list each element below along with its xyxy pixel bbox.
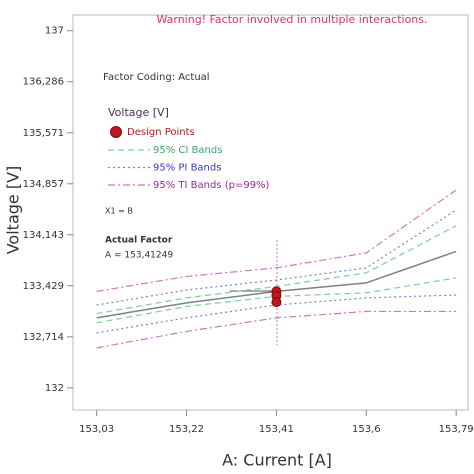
y-tick-label: 137 [45, 26, 64, 37]
band-upper [96, 209, 457, 306]
x-tick-label: 153,6 [352, 424, 381, 435]
x-tick-label: 153,22 [169, 424, 204, 435]
y-tick-label: 136,286 [23, 77, 64, 88]
legend-point [110, 126, 122, 138]
band-lower [96, 310, 457, 349]
legend-title: Voltage [V] [108, 106, 169, 119]
note: X1 = B [105, 207, 133, 216]
x-tick-label: 153,79 [439, 424, 474, 435]
legend-label: 95% PI Bands [153, 163, 221, 174]
y-tick-label: 134,143 [23, 230, 64, 241]
y-axis-label: Voltage [V] [4, 166, 23, 255]
y-tick-label: 132 [45, 383, 64, 394]
y-tick-label: 132,714 [23, 332, 64, 343]
actual-factor-value: A = 153,41249 [105, 251, 173, 261]
legend-label: 95% CI Bands [153, 145, 222, 156]
warning: Warning! Factor involved in multiple int… [156, 13, 427, 26]
x-axis-label: A: Current [A] [222, 451, 332, 470]
legend-label: Design Points [127, 127, 195, 138]
y-tick-label: 133,429 [23, 281, 64, 292]
factor-coding: Factor Coding: Actual [103, 72, 210, 83]
y-tick-label: 135,571 [23, 128, 64, 139]
plot-frame [72, 14, 469, 411]
design-point [271, 297, 282, 308]
y-tick-label: 134,857 [23, 179, 64, 190]
band-upper [96, 189, 457, 293]
actual-factor-title: Actual Factor [105, 236, 173, 246]
x-tick-label: 153,03 [79, 424, 114, 435]
x-tick-label: 153,41 [259, 424, 294, 435]
legend-label: 95% TI Bands (p=99%) [153, 180, 270, 191]
